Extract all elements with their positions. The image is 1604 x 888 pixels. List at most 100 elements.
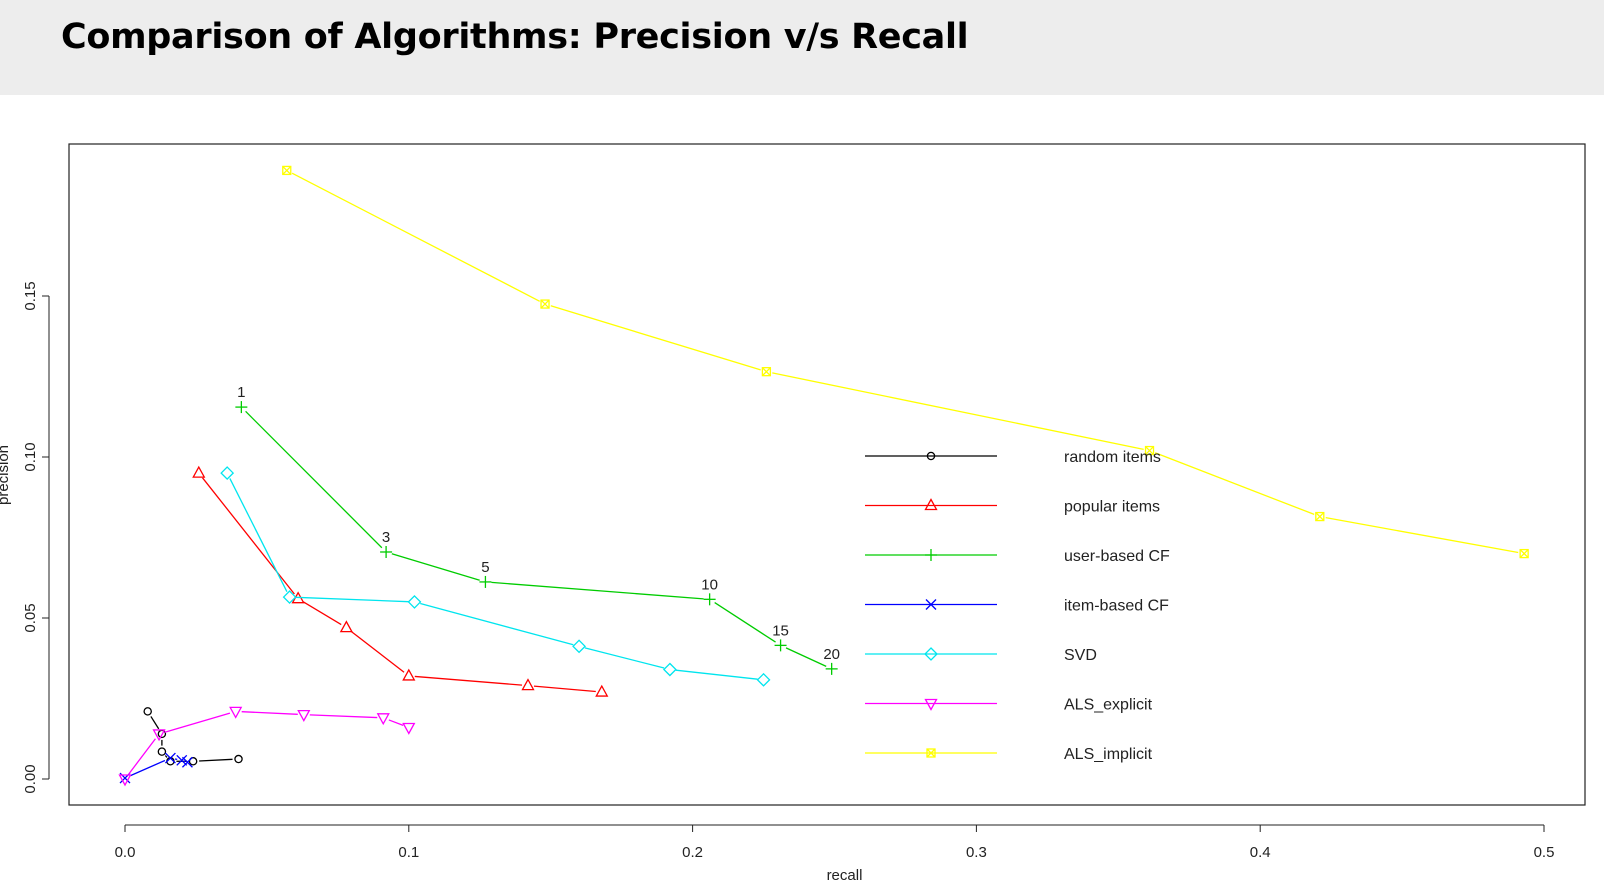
legend-marker	[924, 647, 938, 661]
series-als-implicit	[282, 165, 1529, 559]
plot-frame	[68, 143, 1586, 806]
point-label: 10	[701, 576, 718, 593]
legend-item: user-based CF	[865, 548, 1170, 565]
axes: 0.0 0.1 0.2 0.3 0.4 0.5 recall 0.00 0.05 0.10 0.15…	[0, 281, 1554, 884]
series-line-segment	[295, 596, 409, 603]
legend-item: item-based CF	[865, 598, 1169, 615]
series-line-segment	[245, 410, 383, 549]
data-point	[282, 165, 292, 176]
data-point	[402, 668, 416, 681]
legend-label: random items	[1064, 449, 1161, 466]
data-point	[118, 774, 132, 787]
series-line-segment	[229, 478, 288, 593]
legend-item: ALS_explicit	[865, 697, 1153, 714]
data-point	[761, 367, 772, 377]
data-point	[176, 754, 188, 766]
data-point	[1315, 511, 1325, 522]
data-point	[521, 678, 535, 691]
point-label: 15	[772, 622, 789, 639]
point-label: 20	[823, 646, 840, 663]
data-point	[479, 575, 492, 588]
data-point	[157, 747, 167, 756]
series-line-segment	[202, 477, 295, 595]
legend-item: popular items	[865, 498, 1160, 516]
series-line-segment	[350, 630, 405, 673]
series-line-segment	[130, 759, 166, 777]
series-random-items	[143, 707, 243, 766]
data-point	[380, 545, 393, 558]
legend-marker	[926, 748, 936, 758]
series-line-segment	[584, 647, 665, 669]
series-line-segment	[199, 758, 233, 762]
series-svd	[220, 466, 771, 687]
legend-marker	[924, 498, 938, 511]
data-point	[540, 299, 550, 309]
y-tick-label: 0.10	[22, 442, 39, 471]
data-point	[402, 722, 416, 735]
series-line-segment	[414, 675, 523, 686]
data-point	[235, 401, 248, 414]
data-point	[282, 590, 297, 604]
series-line-segment	[164, 755, 168, 758]
data-point	[164, 752, 176, 764]
y-tick-label: 0.00	[22, 764, 39, 793]
data-point	[572, 639, 586, 654]
series-line-segment	[1325, 517, 1519, 554]
series-line-segment	[150, 716, 160, 730]
x-tick-label: 0.5	[1534, 844, 1555, 861]
x-tick-label: 0.3	[966, 844, 987, 861]
series-line-segment	[388, 719, 404, 726]
series-line-segment	[1154, 452, 1315, 516]
data-point	[662, 662, 677, 677]
legend-label: ALS_explicit	[1064, 697, 1153, 714]
series-line-segment	[550, 305, 761, 371]
legend-marker	[924, 698, 938, 711]
series-line-segment	[302, 601, 342, 626]
x-tick-label: 0.0	[115, 844, 136, 861]
series-line-segment	[533, 685, 596, 693]
data-point	[1519, 548, 1529, 559]
legend-marker	[925, 549, 937, 561]
slide-header: Comparison of Algorithms: Precision v/s …	[0, 0, 1604, 95]
y-tick-label: 0.15	[22, 281, 39, 310]
legend-marker	[926, 451, 936, 461]
data-point	[234, 754, 243, 764]
series-als-explicit	[118, 706, 416, 787]
data-point	[152, 729, 166, 742]
data-point	[595, 684, 609, 697]
legend-item: random items	[865, 449, 1161, 466]
series-line-segment	[291, 172, 540, 302]
y-tick-label: 0.05	[22, 603, 39, 632]
data-point	[1144, 445, 1155, 456]
legend-label: ALS_implicit	[1064, 746, 1153, 763]
series-line-segment	[420, 602, 574, 646]
series-popular-items	[192, 465, 609, 697]
series-line-segment	[491, 581, 704, 600]
data-point	[220, 466, 235, 481]
legend-item: ALS_implicit	[865, 746, 1153, 763]
data-point	[825, 662, 838, 675]
series-group: 1 3 5 10 15 20	[118, 165, 1529, 787]
data-point	[703, 593, 716, 606]
x-tick-label: 0.2	[682, 844, 703, 861]
data-point	[774, 639, 787, 652]
legend-label: popular items	[1064, 499, 1160, 516]
point-label: 5	[481, 559, 489, 576]
series-line-segment	[714, 602, 776, 643]
legend-marker	[925, 599, 937, 610]
data-point	[143, 707, 152, 716]
legend-label: SVD	[1064, 647, 1097, 664]
series-line-segment	[772, 372, 1144, 450]
slide-title: Comparison of Algorithms: Precision v/s …	[61, 17, 969, 57]
x-tick-label: 0.4	[1250, 844, 1271, 861]
data-point	[407, 594, 422, 609]
data-point	[188, 757, 198, 766]
y-axis-label: precision	[0, 445, 12, 505]
series-line-segment	[785, 647, 827, 667]
x-tick-label: 0.1	[398, 844, 419, 861]
data-point	[339, 620, 353, 633]
series-line-segment	[241, 711, 298, 715]
series-line-segment	[309, 714, 378, 719]
series-line-segment	[675, 669, 758, 680]
plot-area	[68, 143, 1586, 806]
